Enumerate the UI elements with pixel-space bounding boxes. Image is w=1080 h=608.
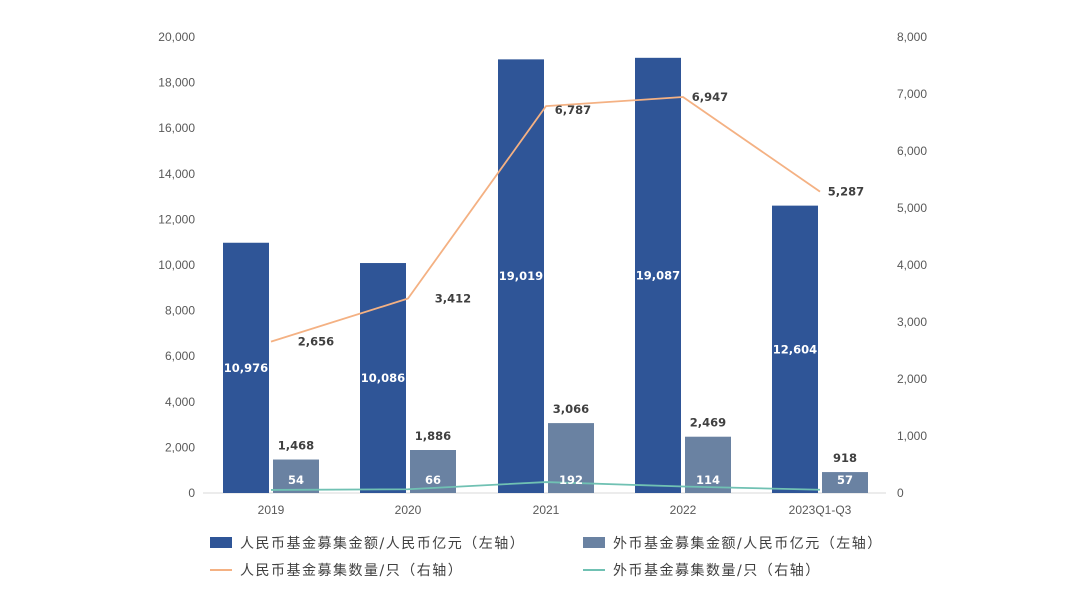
bar <box>685 436 731 493</box>
bar <box>548 423 594 493</box>
right-axis-tick-label: 1,000 <box>897 429 927 443</box>
bar-data-label: 1,886 <box>415 429 451 443</box>
right-axis-tick-label: 8,000 <box>897 30 927 44</box>
left-axis-tick-label: 0 <box>188 486 195 500</box>
bar-data-label: 918 <box>833 451 857 465</box>
series-line <box>270 96 821 343</box>
bar <box>223 242 269 493</box>
bar-data-label: 19,087 <box>636 268 680 282</box>
line-data-label: 192 <box>559 473 583 487</box>
right-axis-tick-label: 6,000 <box>897 144 927 158</box>
right-axis-tick-label: 3,000 <box>897 315 927 329</box>
x-axis-tick-label: 2022 <box>670 503 697 517</box>
legend-swatch <box>210 537 232 548</box>
bar <box>635 57 681 493</box>
x-axis-tick-label: 2020 <box>395 503 422 517</box>
bar-data-label: 2,469 <box>690 416 726 430</box>
left-axis-tick-label: 12,000 <box>158 212 195 226</box>
bar <box>772 205 818 494</box>
bar <box>822 472 868 493</box>
legend-label: 人民币基金募集金额/人民币亿元（左轴） <box>240 535 525 552</box>
left-axis-tick-label: 16,000 <box>158 121 195 135</box>
bar-data-label: 1,468 <box>278 439 314 453</box>
bar-data-label: 10,086 <box>361 371 405 385</box>
right-axis-tick-label: 0 <box>897 486 904 500</box>
line-data-label: 6,787 <box>555 103 591 117</box>
left-axis-tick-label: 8,000 <box>165 304 195 318</box>
line-data-label: 2,656 <box>298 335 334 349</box>
left-axis: 0 2,000 4,000 6,000 8,000 10,000 12,000 14,000 1… <box>158 30 195 500</box>
legend-swatch <box>583 537 605 548</box>
right-axis-tick-label: 4,000 <box>897 258 927 272</box>
left-axis-tick-label: 10,000 <box>158 258 195 272</box>
bar-data-label: 19,019 <box>499 269 543 283</box>
left-axis-tick-label: 6,000 <box>165 349 195 363</box>
bar <box>273 459 319 493</box>
right-axis-tick-label: 5,000 <box>897 201 927 215</box>
left-axis-tick-label: 2,000 <box>165 440 195 454</box>
right-axis: 0 1,000 2,000 3,000 4,000 5,000 6,000 7,000 8,00… <box>897 30 927 500</box>
bar <box>410 449 456 493</box>
data-labels: 10,976 10,086 19,019 19,087 12,604 1,468 1,886… <box>224 90 864 487</box>
bar-data-label: 12,604 <box>773 342 817 356</box>
right-axis-tick-label: 2,000 <box>897 372 927 386</box>
left-axis-tick-label: 14,000 <box>158 167 195 181</box>
left-axis-tick-label: 18,000 <box>158 76 195 90</box>
line-data-label: 6,947 <box>692 90 728 104</box>
x-axis-tick-label: 2021 <box>533 503 560 517</box>
left-axis-tick-label: 4,000 <box>165 395 195 409</box>
bar <box>498 59 544 494</box>
line-data-label: 114 <box>696 473 720 487</box>
line-data-label: 66 <box>425 473 441 487</box>
left-axis-tick-label: 20,000 <box>158 30 195 44</box>
legend-label: 外币基金募集数量/只（右轴） <box>613 562 821 579</box>
line-data-label: 3,412 <box>435 292 471 306</box>
bars <box>223 57 868 494</box>
right-axis-tick-label: 7,000 <box>897 87 927 101</box>
x-axis: 2019 2020 2021 2022 2023Q1-Q3 <box>203 492 886 517</box>
legend-label: 人民币基金募集数量/只（右轴） <box>240 562 463 579</box>
line-data-label: 5,287 <box>828 185 864 199</box>
series-lines <box>270 96 821 491</box>
x-axis-tick-label: 2019 <box>258 503 285 517</box>
legend-label: 外币基金募集金额/人民币亿元（左轴） <box>613 535 883 552</box>
bar-data-label: 10,976 <box>224 361 268 375</box>
line-data-label: 54 <box>288 473 304 487</box>
x-axis-tick-label: 2023Q1-Q3 <box>789 503 852 517</box>
line-data-label: 57 <box>837 473 853 487</box>
bar-data-label: 3,066 <box>553 402 589 416</box>
legend: 人民币基金募集金额/人民币亿元（左轴） 外币基金募集金额/人民币亿元（左轴） 人民币… <box>210 535 883 579</box>
series-line <box>270 481 821 491</box>
